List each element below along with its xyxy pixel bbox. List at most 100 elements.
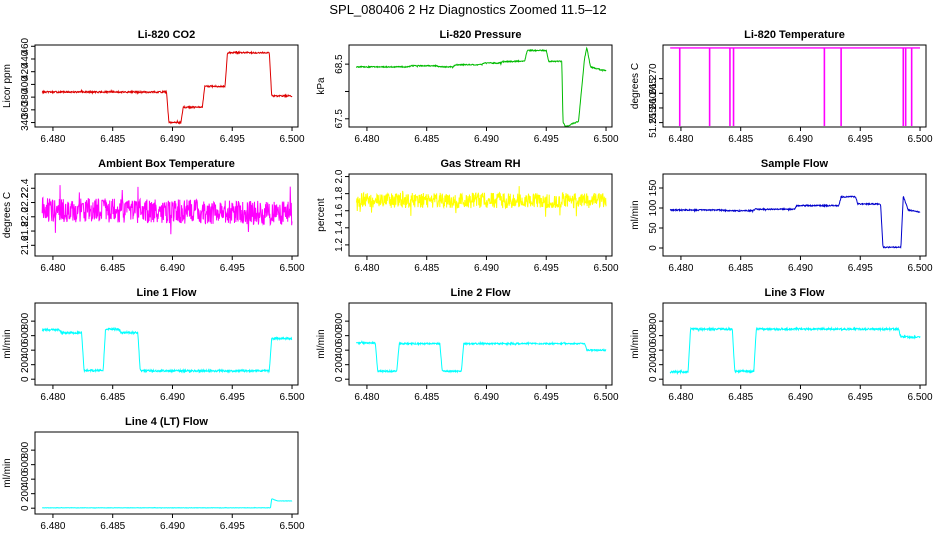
- chart-temperature: Li-820 Temperature 6.480 6.485 6.490 6.495 6.…: [630, 29, 933, 145]
- y-tick-label: 400: [20, 341, 31, 358]
- y-tick-label: 200: [648, 356, 659, 373]
- y-tick-label: 360: [20, 101, 31, 118]
- y-axis-label: ml/min: [630, 200, 641, 229]
- chart-title: Line 3 Flow: [765, 287, 825, 299]
- plot-frame: [348, 173, 613, 257]
- chart-line2: Line 2 Flow 6.480 6.485 6.490 6.495 6.500 0 200…: [316, 287, 619, 403]
- x-tick-label: 6.480: [354, 263, 379, 274]
- x-tick-label: 6.480: [668, 134, 693, 145]
- y-tick-label: 400: [334, 341, 345, 358]
- chart-title: Li-820 Pressure: [440, 29, 522, 41]
- x-tick-label: 6.480: [668, 392, 693, 403]
- x-tick-label: 6.480: [40, 521, 65, 532]
- y-tick-label: 21.6: [20, 235, 31, 255]
- x-tick-label: 6.500: [594, 134, 619, 145]
- x-tick-label: 6.480: [354, 392, 379, 403]
- y-tick-label: 400: [648, 341, 659, 358]
- x-tick-label: 6.485: [728, 392, 753, 403]
- y-tick-label: 600: [334, 327, 345, 344]
- x-tick-label: 6.485: [728, 263, 753, 274]
- y-tick-label: 100: [648, 199, 659, 216]
- x-tick-label: 6.490: [474, 134, 499, 145]
- x-tick-label: 6.495: [534, 134, 559, 145]
- x-tick-label: 6.490: [160, 521, 185, 532]
- chart-title: Ambient Box Temperature: [98, 158, 235, 170]
- plot-frame: [662, 302, 927, 386]
- x-tick-label: 6.480: [40, 263, 65, 274]
- plot-frame: [34, 302, 299, 386]
- chart-title: Line 2 Flow: [451, 287, 511, 299]
- y-tick-label: 150: [648, 179, 659, 196]
- x-tick-label: 6.480: [354, 134, 379, 145]
- x-tick-label: 6.495: [220, 521, 245, 532]
- chart-co2: Li-820 CO2 6.480 6.485 6.490 6.495 6.500 34036…: [2, 29, 305, 145]
- y-tick-label: 51.265: [648, 78, 659, 109]
- y-tick-label: 600: [648, 327, 659, 344]
- x-tick-label: 6.485: [414, 134, 439, 145]
- plot-frame: [34, 44, 299, 128]
- y-tick-label: 1.8: [334, 186, 345, 200]
- x-tick-label: 6.485: [728, 134, 753, 145]
- x-tick-label: 6.495: [848, 134, 873, 145]
- y-axis-label: kPa: [316, 77, 327, 95]
- series-line: [42, 498, 293, 509]
- x-tick-label: 6.495: [534, 392, 559, 403]
- y-axis-label: ml/min: [2, 329, 13, 358]
- x-tick-label: 6.495: [220, 263, 245, 274]
- y-tick-label: 0: [648, 376, 659, 382]
- series-line: [356, 186, 607, 217]
- chart-rh: Gas Stream RH 6.480 6.485 6.490 6.495 6.500 1.…: [316, 158, 619, 274]
- x-tick-label: 6.485: [100, 263, 125, 274]
- plot-frame: [348, 302, 613, 386]
- plot-frame: [34, 173, 299, 257]
- y-axis-label: degrees C: [630, 63, 641, 109]
- x-tick-label: 6.495: [534, 263, 559, 274]
- y-tick-label: 400: [20, 76, 31, 93]
- y-axis-label: degrees C: [2, 192, 13, 238]
- y-tick-label: 22.0: [20, 207, 31, 227]
- x-tick-label: 6.485: [414, 263, 439, 274]
- plot-frame: [348, 44, 613, 128]
- chart-line4: Line 4 (LT) Flow 6.480 6.485 6.490 6.495 6.50…: [2, 416, 305, 532]
- chart-title: Sample Flow: [761, 158, 829, 170]
- x-tick-label: 6.500: [280, 134, 305, 145]
- y-tick-label: 67.5: [334, 109, 345, 129]
- y-tick-label: 0: [334, 376, 345, 382]
- x-tick-label: 6.490: [160, 134, 185, 145]
- y-axis-label: ml/min: [2, 458, 13, 487]
- figure-title: SPL_080406 2 Hz Diagnostics Zoomed 11.5–…: [329, 2, 606, 17]
- series-line: [41, 326, 293, 374]
- x-tick-label: 6.495: [848, 263, 873, 274]
- x-tick-label: 6.500: [908, 134, 933, 145]
- plot-frame: [34, 431, 299, 515]
- x-tick-label: 6.490: [474, 392, 499, 403]
- chart-line1: Line 1 Flow 6.480 6.485 6.490 6.495 6.500 0 200…: [2, 287, 305, 403]
- y-tick-label: 440: [20, 50, 31, 67]
- y-axis-label: percent: [316, 198, 327, 232]
- x-tick-label: 6.490: [474, 263, 499, 274]
- y-tick-label: 51.260: [648, 92, 659, 123]
- y-tick-label: 800: [334, 312, 345, 329]
- y-tick-label: 22.2: [20, 192, 31, 212]
- y-tick-label: 22.4: [20, 178, 31, 198]
- plot-frame: [662, 44, 927, 128]
- chart-ambient: Ambient Box Temperature 6.480 6.485 6.490 6.…: [2, 158, 305, 274]
- x-tick-label: 6.490: [160, 263, 185, 274]
- x-tick-label: 6.480: [668, 263, 693, 274]
- series-line: [355, 46, 607, 127]
- chart-title: Line 4 (LT) Flow: [125, 416, 208, 428]
- x-tick-label: 6.490: [788, 134, 813, 145]
- y-tick-label: 380: [20, 88, 31, 105]
- plot-frame: [662, 173, 927, 257]
- y-tick-label: 1.6: [334, 203, 345, 217]
- y-tick-label: 800: [20, 312, 31, 329]
- x-tick-label: 6.485: [100, 392, 125, 403]
- x-tick-label: 6.500: [280, 392, 305, 403]
- x-tick-label: 6.485: [100, 521, 125, 532]
- x-tick-label: 6.485: [414, 392, 439, 403]
- chart-title: Line 1 Flow: [137, 287, 197, 299]
- x-tick-label: 6.495: [220, 134, 245, 145]
- chart-sample_flow: Sample Flow 6.480 6.485 6.490 6.495 6.500 0 50 1…: [630, 158, 933, 274]
- series-line: [669, 195, 921, 249]
- y-axis-label: ml/min: [630, 329, 641, 358]
